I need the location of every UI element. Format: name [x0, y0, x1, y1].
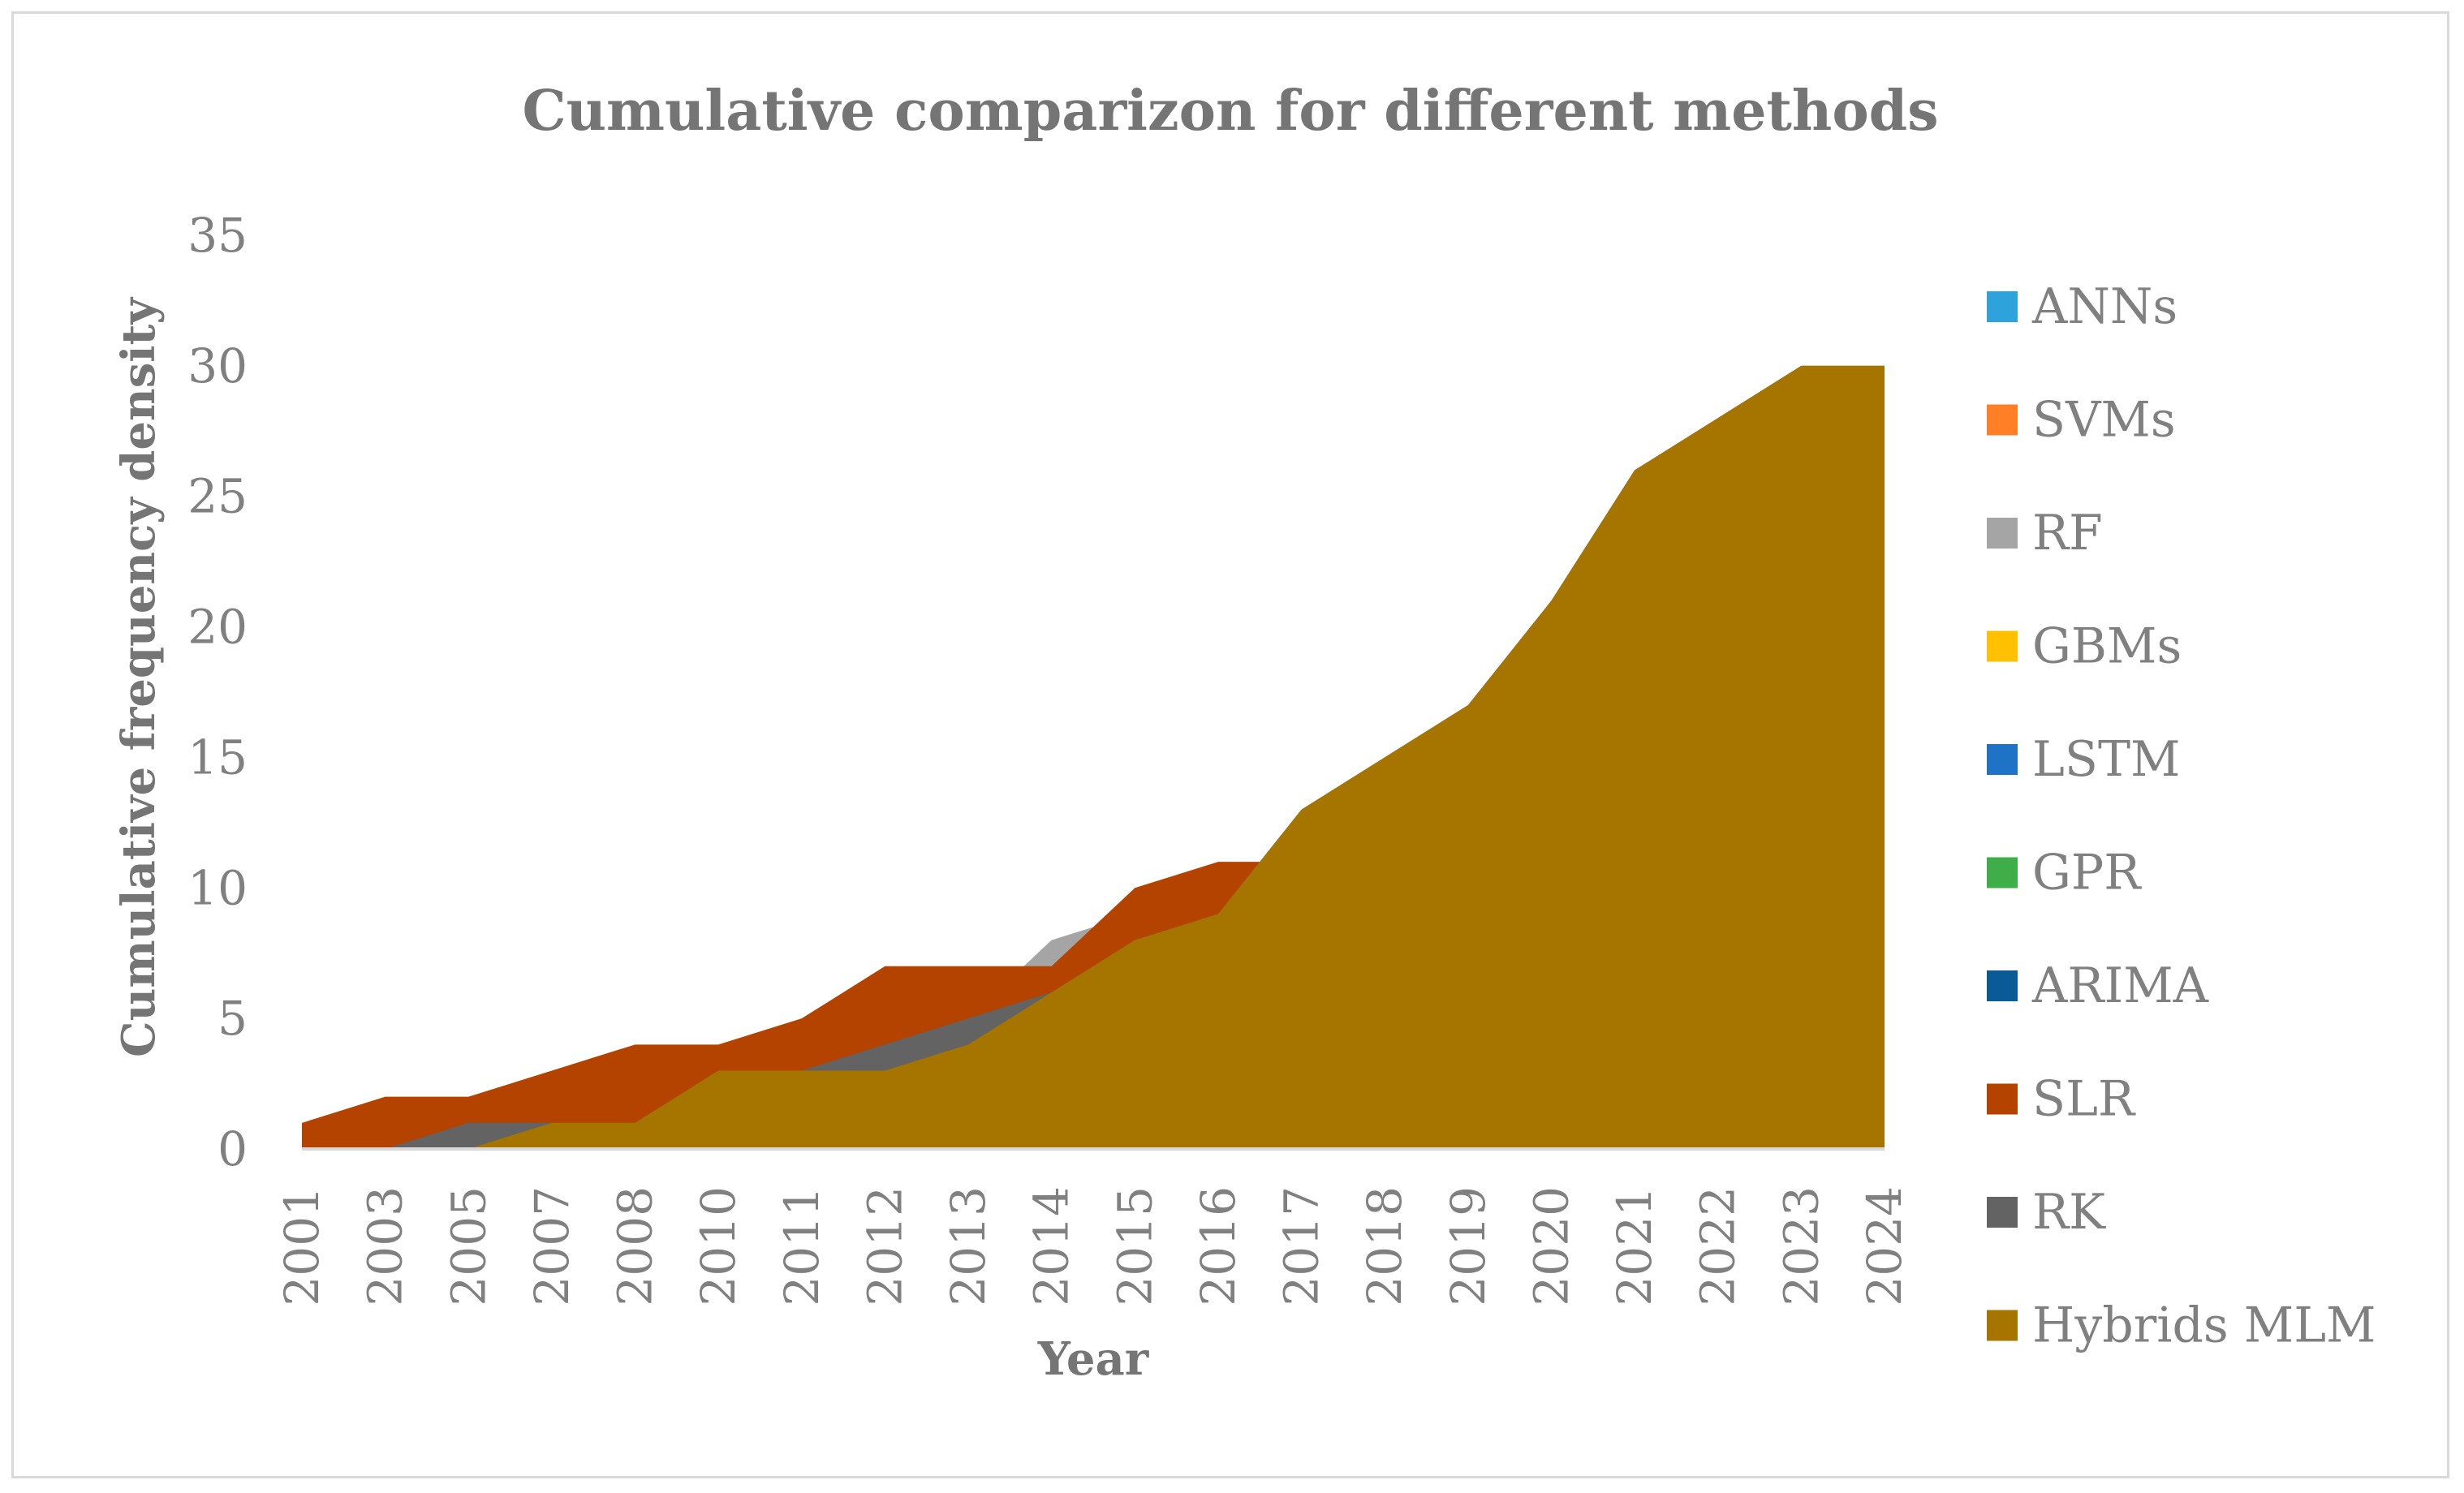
legend-label: LSTM	[2032, 731, 2180, 788]
y-tick-label: 30	[187, 338, 248, 394]
chart-frame	[11, 11, 2449, 1478]
x-tick-label: 2018	[1357, 1186, 1412, 1306]
legend-item-svms: SVMs	[1987, 392, 2176, 449]
legend-item-gbms: GBMs	[1987, 618, 2182, 675]
legend-item-slr: SLR	[1987, 1071, 2136, 1128]
legend-item-gpr: GPR	[1987, 845, 2142, 901]
x-tick-label: 2010	[691, 1186, 746, 1306]
legend-label: SVMs	[2032, 392, 2176, 449]
x-tick-label: 2012	[857, 1186, 912, 1306]
legend-item-lstm: LSTM	[1987, 731, 2180, 788]
x-tick-label: 2020	[1523, 1186, 1579, 1306]
x-tick-label: 2011	[774, 1186, 829, 1306]
legend-item-rk: RK	[1987, 1184, 2106, 1241]
legend-swatch	[1987, 291, 2018, 322]
y-tick-label: 35	[187, 208, 248, 263]
legend-label: GPR	[2032, 845, 2142, 901]
x-tick-label: 2005	[441, 1186, 496, 1306]
x-tick-label: 2016	[1191, 1186, 1246, 1306]
legend-item-anns: ANNs	[1987, 278, 2178, 335]
x-tick-label: 2023	[1773, 1186, 1829, 1306]
legend-swatch	[1987, 518, 2018, 549]
x-tick-label: 2019	[1441, 1186, 1496, 1306]
x-axis-ticks: 2001 2003 2005 2007 2008 2010 2011 2012 2013 2014…	[274, 1186, 1912, 1306]
x-tick-label: 2007	[524, 1186, 579, 1306]
legend-swatch	[1987, 744, 2018, 775]
y-tick-label: 25	[187, 469, 248, 524]
x-tick-label: 2001	[274, 1186, 330, 1306]
legend-item-hybrids-mlm: Hybrids MLM	[1987, 1297, 2376, 1354]
y-axis-title: Cumulative frequency density	[112, 297, 166, 1057]
legend-swatch	[1987, 1083, 2018, 1115]
legend-label: ARIMA	[2031, 957, 2209, 1014]
plot-areas	[302, 365, 1885, 1149]
x-tick-label: 2013	[941, 1186, 996, 1306]
legend: ANNs SVMs RF GBMs LSTM GPR ARIMA SLR RK Hybrids M…	[1987, 278, 2376, 1354]
legend-swatch	[1987, 857, 2018, 888]
legend-label: RK	[2032, 1184, 2106, 1241]
y-tick-label: 15	[187, 729, 248, 785]
legend-swatch	[1987, 630, 2018, 662]
x-tick-label: 2017	[1274, 1186, 1329, 1306]
legend-item-rf: RF	[1987, 505, 2103, 561]
x-tick-label: 2021	[1607, 1186, 1662, 1306]
x-tick-label: 2008	[608, 1186, 663, 1306]
y-axis-ticks: 0 5 10 15 20 25 30 35	[187, 208, 248, 1177]
x-tick-label: 2022	[1691, 1186, 1746, 1306]
legend-swatch	[1987, 1310, 2018, 1341]
legend-label: ANNs	[2031, 278, 2178, 335]
y-tick-label: 5	[218, 991, 248, 1046]
legend-swatch	[1987, 970, 2018, 1001]
x-axis-title: Year	[1037, 1332, 1150, 1386]
x-tick-label: 2015	[1107, 1186, 1162, 1306]
legend-item-arima: ARIMA	[1987, 957, 2209, 1014]
area-hybrids-mlm	[302, 365, 1885, 1149]
legend-label: SLR	[2032, 1071, 2136, 1128]
legend-label: Hybrids MLM	[2032, 1297, 2376, 1354]
legend-label: RF	[2032, 505, 2103, 561]
chart-title: Cumulative comparizon for different meth…	[522, 79, 1938, 144]
y-tick-label: 20	[187, 600, 248, 655]
y-tick-label: 10	[187, 860, 248, 915]
legend-swatch	[1987, 1197, 2018, 1228]
legend-label: GBMs	[2032, 618, 2182, 675]
y-tick-label: 0	[218, 1121, 248, 1177]
x-tick-label: 2024	[1857, 1186, 1912, 1306]
legend-swatch	[1987, 404, 2018, 436]
x-tick-label: 2003	[358, 1186, 413, 1306]
x-tick-label: 2014	[1024, 1186, 1079, 1306]
